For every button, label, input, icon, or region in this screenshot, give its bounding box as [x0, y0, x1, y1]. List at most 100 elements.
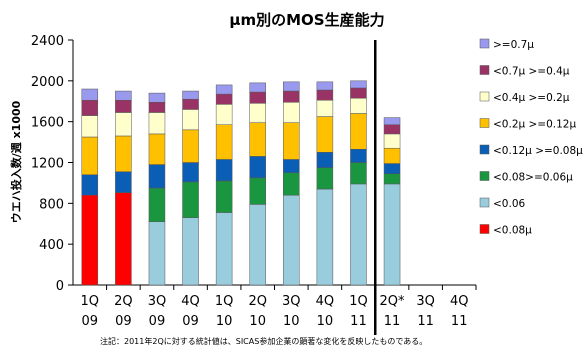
bar-segment [283, 122, 300, 160]
y-tick-label: 2000 [31, 75, 64, 90]
bar-segment [115, 192, 132, 286]
bar-segment [182, 129, 199, 163]
legend-label: <0.12µ >=0.08µ [493, 145, 583, 157]
y-tick-label: 1200 [31, 157, 64, 172]
x-tick-label-quarter: 3Q [416, 294, 435, 309]
legend-swatch [479, 91, 490, 102]
bar-segment [115, 99, 132, 113]
x-tick-label-quarter: 1Q [215, 294, 234, 309]
bar-segment [115, 135, 132, 172]
legend-swatch [479, 171, 490, 181]
legend-label: <0.7µ >=0.4µ [493, 66, 570, 78]
x-tick-label-year: 10 [249, 314, 266, 329]
bar-segment [316, 81, 334, 91]
x-tick-label-year: 11 [451, 314, 468, 329]
x-tick-label-year: 09 [149, 314, 166, 329]
bar-segment [283, 81, 300, 92]
legend-swatch [479, 65, 490, 75]
bar-segment [350, 162, 367, 185]
x-tick-label-year: 10 [216, 314, 233, 329]
x-tick-label-quarter: 4Q [316, 294, 335, 309]
bar-segment [215, 93, 233, 105]
bar-segment [383, 147, 401, 164]
x-tick-label-quarter: 4Q [181, 294, 200, 309]
chart-title: µm別のMOS生産能力 [229, 11, 384, 29]
bar-segment [182, 181, 199, 218]
bar-segment [249, 122, 266, 157]
bar-segment [148, 102, 166, 113]
y-tick-label: 800 [39, 197, 64, 212]
legend-label: <0.06 [493, 198, 525, 210]
bar-segment [316, 116, 334, 153]
bar-segment [148, 187, 166, 222]
bar-segment [316, 167, 334, 190]
legend-swatch [479, 38, 490, 49]
bar-segment [148, 133, 166, 165]
bar-segment [182, 98, 199, 110]
x-tick-label-quarter: 1Q [349, 294, 368, 309]
bar-segment [283, 102, 300, 123]
bar-segment [383, 133, 401, 149]
bar-segment [316, 152, 334, 168]
bar-segment [350, 80, 367, 89]
bar-segment [182, 162, 199, 183]
x-tick-label-quarter: 2Q [248, 294, 267, 309]
bar-segment [383, 117, 401, 125]
legend-swatch [479, 224, 490, 234]
bar-segment [283, 172, 300, 196]
bar-segment [215, 212, 233, 286]
bar-segment [115, 90, 132, 101]
bar-segment [316, 99, 334, 117]
x-tick-label-quarter: 2Q [114, 294, 133, 309]
y-tick-label: 1600 [31, 116, 64, 131]
bar-segment [115, 112, 132, 137]
bar-segment [316, 188, 334, 286]
x-tick-label-quarter: 3Q [148, 294, 167, 309]
x-tick-label-year: 10 [283, 314, 300, 329]
bar-segment [81, 88, 99, 101]
legend-label: <0.08µ [493, 225, 532, 237]
bar-segment [182, 217, 199, 286]
legend-label: <0.08>=0.06µ [493, 172, 573, 184]
legend-swatch [479, 118, 490, 128]
legend-label: <0.2µ >=0.12µ [493, 119, 576, 131]
y-tick-label: 2400 [31, 34, 64, 49]
legend-label: >=0.7µ [493, 39, 534, 51]
bar-segment [383, 183, 401, 286]
x-tick-label-quarter: 2Q* [380, 294, 406, 309]
x-tick-label-year: 11 [384, 314, 401, 329]
bar-segment [249, 82, 266, 93]
bar-segment [215, 104, 233, 125]
bar-segment [182, 90, 199, 100]
bar-segment [81, 115, 99, 138]
bar-segment [350, 183, 367, 286]
legend-label: <0.4µ >=0.2µ [493, 92, 570, 104]
bar-segment [215, 124, 233, 160]
x-tick-label-year: 10 [317, 314, 334, 329]
bar-segment [148, 164, 166, 189]
bar-segment [148, 112, 166, 135]
bar-segment [316, 89, 334, 101]
bar-segment [215, 159, 233, 182]
bar-segment [81, 174, 99, 196]
bar-segment [81, 136, 99, 176]
bar-segment [350, 87, 367, 99]
x-tick-label-year: 09 [82, 314, 99, 329]
bar-segment [182, 109, 199, 131]
footnote: 注記：2011年2Qに対する統計値は、SICAS参加企業の顕著な変化を反映したも… [100, 337, 428, 346]
legend-swatch [479, 144, 490, 155]
x-tick-label-quarter: 1Q [81, 294, 100, 309]
x-tick-label-quarter: 3Q [282, 294, 301, 309]
bar-segment [249, 91, 266, 104]
y-tick-label: 400 [39, 238, 64, 253]
bar-segment [81, 99, 99, 116]
bar-segment [350, 148, 367, 163]
bar-segment [215, 84, 233, 95]
x-tick-label-year: 09 [182, 314, 199, 329]
y-tick-label: 0 [56, 279, 64, 294]
y-axis-label: ウエハ投入数/週 x1000 [9, 100, 23, 223]
bar-segment [115, 171, 132, 193]
bar-segment [350, 97, 367, 114]
